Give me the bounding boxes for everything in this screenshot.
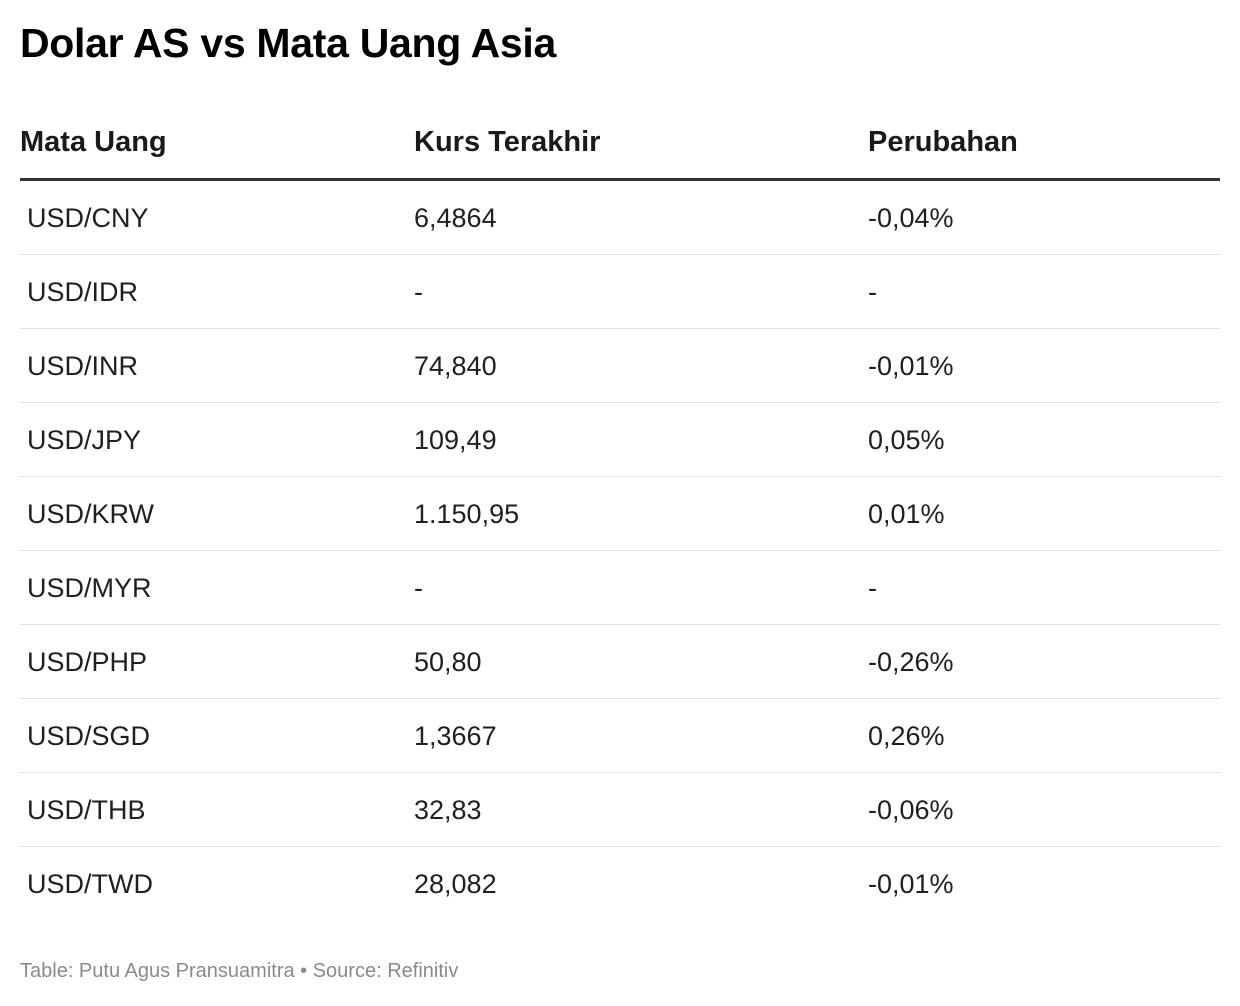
table-row: USD/PHP 50,80 -0,26%: [20, 625, 1220, 699]
cell-currency-pair: USD/CNY: [27, 203, 149, 233]
column-header-last-rate[interactable]: Kurs Terakhir: [414, 126, 601, 158]
cell-last-rate: 1,3667: [414, 721, 497, 751]
cell-currency-pair: USD/PHP: [27, 647, 148, 677]
cell-currency-pair: USD/JPY: [27, 425, 142, 455]
table-row: USD/JPY 109,49 0,05%: [20, 403, 1220, 477]
cell-currency-pair: USD/IDR: [27, 277, 139, 307]
cell-last-rate: 50,80: [414, 647, 482, 677]
column-header-change[interactable]: Perubahan: [868, 126, 1018, 158]
cell-change: 0,26%: [868, 721, 945, 751]
cell-currency-pair: USD/SGD: [27, 721, 151, 751]
table-body: USD/CNY 6,4864 -0,04% USD/IDR - - USD/INR 74,84…: [20, 181, 1220, 920]
cell-currency-pair: USD/KRW: [27, 499, 155, 529]
table-row: USD/SGD 1,3667 0,26%: [20, 699, 1220, 773]
exchange-rate-table: Mata Uang Kurs Terakhir Perubahan USD/CN…: [20, 108, 1220, 920]
cell-change: -: [868, 573, 877, 603]
cell-last-rate: 74,840: [414, 351, 497, 381]
cell-last-rate: -: [414, 573, 423, 603]
cell-change: 0,05%: [868, 425, 945, 455]
table-row: USD/IDR - -: [20, 255, 1220, 329]
cell-change: -0,06%: [868, 795, 954, 825]
table-title: Dolar AS vs Mata Uang Asia: [20, 20, 556, 66]
table-row: USD/CNY 6,4864 -0,04%: [20, 181, 1220, 255]
cell-last-rate: 109,49: [414, 425, 497, 455]
cell-last-rate: 1.150,95: [414, 499, 520, 529]
table-row: USD/KRW 1.150,95 0,01%: [20, 477, 1220, 551]
cell-currency-pair: USD/TWD: [27, 869, 153, 899]
table-row: USD/INR 74,840 -0,01%: [20, 329, 1220, 403]
cell-last-rate: -: [414, 277, 423, 307]
table-header-row: Mata Uang Kurs Terakhir Perubahan: [20, 108, 1220, 181]
table-row: USD/TWD 28,082 -0,01%: [20, 847, 1220, 920]
cell-last-rate: 28,082: [414, 869, 497, 899]
table-row: USD/MYR - -: [20, 551, 1220, 625]
cell-last-rate: 32,83: [414, 795, 482, 825]
cell-change: -: [868, 277, 877, 307]
cell-currency-pair: USD/MYR: [27, 573, 152, 603]
cell-change: -0,04%: [868, 203, 954, 233]
table-row: USD/THB 32,83 -0,06%: [20, 773, 1220, 847]
table-footer-credit: Table: Putu Agus Pransuamitra • Source: …: [20, 960, 459, 982]
cell-currency-pair: USD/THB: [27, 795, 146, 825]
cell-change: -0,26%: [868, 647, 954, 677]
column-header-currency[interactable]: Mata Uang: [20, 126, 167, 158]
cell-change: -0,01%: [868, 869, 954, 899]
cell-last-rate: 6,4864: [414, 203, 497, 233]
cell-change: 0,01%: [868, 499, 945, 529]
cell-change: -0,01%: [868, 351, 954, 381]
cell-currency-pair: USD/INR: [27, 351, 139, 381]
